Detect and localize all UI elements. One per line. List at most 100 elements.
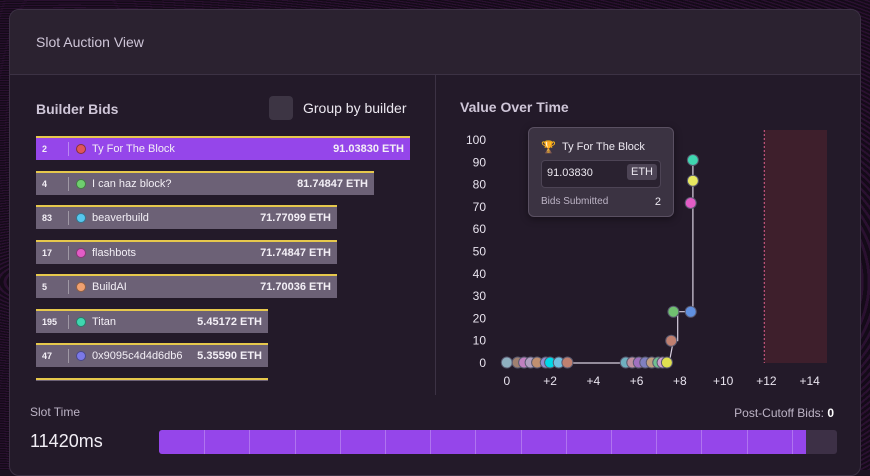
timeline-tick — [520, 430, 522, 454]
bid-value: 71.77099 ETH — [260, 212, 331, 224]
bid-count: 195 — [42, 316, 58, 327]
timeline-tick — [249, 430, 251, 454]
panel-header: Slot Auction View — [10, 10, 860, 75]
builder-color-dot — [76, 282, 86, 292]
tooltip-bids-label: Bids Submitted — [541, 196, 609, 207]
x-tick-label: +12 — [756, 374, 777, 388]
value-over-time-chart[interactable]: 0 10 20 30 40 50 60 70 80 90 100 0 +2 +4 +6 +8 +10 +12 +14 — [436, 75, 860, 395]
tooltip-value-box: 91.03830 ETH — [541, 160, 661, 188]
bid-separator — [68, 176, 69, 191]
y-tick-label: 10 — [473, 334, 487, 348]
bid-value: 91.03830 ETH — [333, 143, 404, 155]
builder-bid-row[interactable]: 195 Titan 5.45172 ETH — [36, 308, 268, 333]
builder-bid-row[interactable]: 83 beaverbuild 71.77099 ETH — [36, 205, 337, 229]
bid-point — [561, 356, 574, 369]
x-tick-label: +2 — [543, 374, 557, 388]
trophy-icon: 🏆 — [541, 140, 556, 154]
post-cutoff-label: Post-Cutoff Bids: — [734, 406, 824, 420]
bid-count: 83 — [42, 213, 53, 223]
builder-color-dot — [76, 213, 86, 223]
builder-bid-row[interactable]: 4 I can haz block? 81.74847 ETH — [36, 170, 374, 195]
timeline-tick — [656, 430, 658, 454]
group-by-builder-checkbox[interactable] — [269, 96, 293, 120]
bid-value: 5.35590 ETH — [197, 350, 262, 362]
group-by-builder-label[interactable]: Group by builder — [303, 100, 407, 116]
timeline-tick — [611, 430, 612, 454]
y-tick-label: 40 — [473, 267, 487, 281]
page-title: Slot Auction View — [36, 34, 144, 50]
bid-value: 5.45172 ETH — [197, 315, 262, 328]
bid-count: 17 — [42, 247, 53, 258]
builder-name: beaverbuild — [92, 212, 149, 224]
bid-point — [686, 174, 699, 187]
timeline-tick — [204, 430, 206, 454]
builder-color-dot — [76, 144, 86, 154]
bid-count: 2 — [42, 144, 48, 154]
bid-point — [684, 305, 697, 318]
bid-point — [667, 305, 680, 318]
x-tick-label: +14 — [800, 374, 821, 388]
bid-point — [660, 356, 673, 369]
y-tick-label: 60 — [473, 222, 487, 236]
builder-color-dot — [76, 247, 86, 258]
builder-bid-row[interactable]: 17 flashbots 71.74847 ETH — [36, 239, 337, 264]
builder-color-dot — [76, 178, 86, 189]
value-over-time-section: Value Over Time 0 10 20 30 40 50 60 70 80 90 100 0 +… — [436, 75, 860, 395]
timeline-tick — [565, 430, 567, 454]
builder-bid-row[interactable] — [36, 377, 268, 381]
x-tick-label: +4 — [587, 374, 601, 388]
builder-bid-row[interactable]: 5 BuildAI 71.70036 ETH — [36, 274, 337, 298]
builder-bids-list[interactable]: 2 Ty For The Block 91.03830 ETH 4 I can haz … — [36, 136, 426, 381]
slot-auction-panel: Slot Auction View Builder Bids Group by … — [9, 9, 861, 476]
timeline-tick — [385, 430, 386, 454]
bid-point — [686, 153, 699, 166]
bid-value: 71.74847 ETH — [260, 246, 331, 259]
timeline-tick — [475, 430, 477, 454]
tooltip-bids-value: 2 — [654, 196, 661, 208]
builder-name: Ty For The Block — [92, 143, 175, 155]
post-cutoff-count: 0 — [827, 406, 834, 420]
bid-separator — [68, 349, 69, 363]
builder-color-dot — [76, 351, 86, 361]
bid-tooltip: 🏆 Ty For The Block 91.03830 ETH Bids Sub… — [528, 127, 674, 217]
builder-name: flashbots — [92, 246, 137, 259]
slot-time-label: Slot Time — [30, 405, 81, 419]
bid-separator — [68, 314, 69, 329]
builder-name: Titan — [92, 315, 117, 328]
slot-time-section: Slot Time 11420ms Post-Cutoff Bids: 0 — [10, 396, 860, 475]
builder-color-dot — [76, 316, 86, 327]
x-tick-label: +6 — [630, 374, 644, 388]
slot-timeline-bar[interactable] — [159, 430, 837, 454]
builder-name: BuildAI — [92, 281, 127, 293]
tooltip-unit: ETH — [627, 164, 657, 180]
slot-timeline-progress — [159, 430, 807, 454]
bid-point — [684, 197, 697, 210]
builder-bid-row[interactable]: 47 0x9095c4d4d6db6 5.35590 ETH — [36, 343, 268, 367]
bid-count: 47 — [42, 351, 53, 361]
bid-point — [665, 334, 678, 347]
y-tick-label: 50 — [473, 245, 487, 259]
builder-bids-title: Builder Bids — [36, 101, 119, 117]
tooltip-value: 91.03830 — [547, 167, 593, 179]
bid-value: 81.74847 ETH — [297, 177, 368, 190]
y-tick-label: 100 — [466, 133, 486, 147]
timeline-tick — [701, 430, 703, 454]
tooltip-builder-name: Ty For The Block — [561, 141, 645, 153]
x-tick-label: 0 — [503, 374, 510, 388]
builder-name: I can haz block? — [92, 177, 172, 190]
y-tick-label: 80 — [473, 178, 487, 192]
y-tick-label: 70 — [473, 200, 487, 214]
slot-time-value: 11420ms — [30, 431, 103, 451]
y-tick-label: 20 — [473, 311, 487, 325]
x-tick-label: +8 — [673, 374, 687, 388]
x-tick-label: +10 — [713, 374, 734, 388]
bid-value: 71.70036 ETH — [260, 281, 331, 293]
y-tick-label: 30 — [473, 289, 487, 303]
bid-separator — [68, 245, 69, 260]
post-cutoff-region — [764, 130, 827, 363]
builder-name: 0x9095c4d4d6db6 — [92, 350, 183, 362]
timeline-tick — [746, 430, 748, 454]
timeline-tick — [430, 430, 432, 454]
value-over-time-title: Value Over Time — [460, 99, 569, 115]
builder-bid-row[interactable]: 2 Ty For The Block 91.03830 ETH — [36, 136, 410, 160]
